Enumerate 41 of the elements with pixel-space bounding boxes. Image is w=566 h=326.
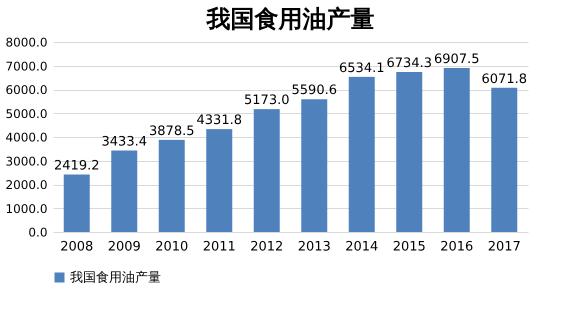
x-tick-label: 2015 [392, 240, 426, 254]
bar [444, 68, 470, 232]
bar [254, 109, 280, 232]
y-tick-label: 6000.0 [6, 83, 48, 97]
y-tick-label: 0.0 [28, 226, 48, 240]
y-tick-label: 3000.0 [6, 154, 48, 168]
y-tick-label: 4000.0 [6, 130, 48, 144]
data-label: 3433.4 [102, 134, 147, 150]
data-label: 5590.6 [292, 83, 337, 98]
data-label: 2419.2 [54, 158, 100, 174]
x-tick-label: 2013 [298, 240, 331, 254]
x-tick-label: 2014 [345, 240, 378, 254]
data-label: 6534.1 [339, 60, 384, 76]
y-tick-label: 7000.0 [6, 59, 48, 74]
legend-label: 我国食用油产量 [70, 270, 161, 286]
data-label: 3878.5 [149, 124, 194, 139]
data-label: 6071.8 [482, 72, 527, 87]
bar [111, 150, 138, 232]
y-tick-label: 1000.0 [6, 202, 48, 216]
data-label: 6734.3 [386, 56, 432, 72]
x-tick-label: 2009 [108, 240, 141, 254]
y-tick-label: 5000.0 [6, 106, 48, 121]
x-tick-label: 2011 [202, 240, 236, 254]
chart-title: 我国食用油产量 [206, 4, 374, 33]
y-tick-label: 8000.0 [6, 36, 48, 50]
data-label: 4331.8 [196, 113, 242, 128]
bar [491, 88, 518, 232]
y-tick-label: 2000.0 [6, 178, 48, 192]
x-tick-label: 2012 [250, 240, 284, 254]
bar [348, 76, 375, 232]
data-label: 6907.5 [434, 52, 480, 67]
bar [64, 174, 90, 232]
data-label: 5173.0 [244, 93, 290, 108]
bar [301, 99, 328, 232]
x-tick-label: 2008 [60, 240, 94, 254]
bar [158, 140, 185, 232]
bar [396, 72, 422, 232]
x-tick-label: 2016 [440, 240, 474, 254]
x-tick-label: 2017 [488, 240, 521, 254]
bar [206, 129, 232, 232]
x-tick-label: 2010 [155, 240, 188, 254]
